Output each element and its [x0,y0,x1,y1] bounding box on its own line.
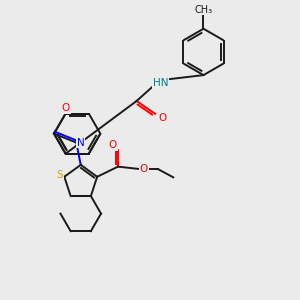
Text: N: N [77,138,85,148]
Text: O: O [109,140,117,150]
Text: HN: HN [153,78,168,88]
Text: O: O [158,113,166,123]
Text: O: O [140,164,148,174]
Text: CH₃: CH₃ [194,5,213,15]
Text: S: S [57,170,63,180]
Text: O: O [61,103,70,113]
